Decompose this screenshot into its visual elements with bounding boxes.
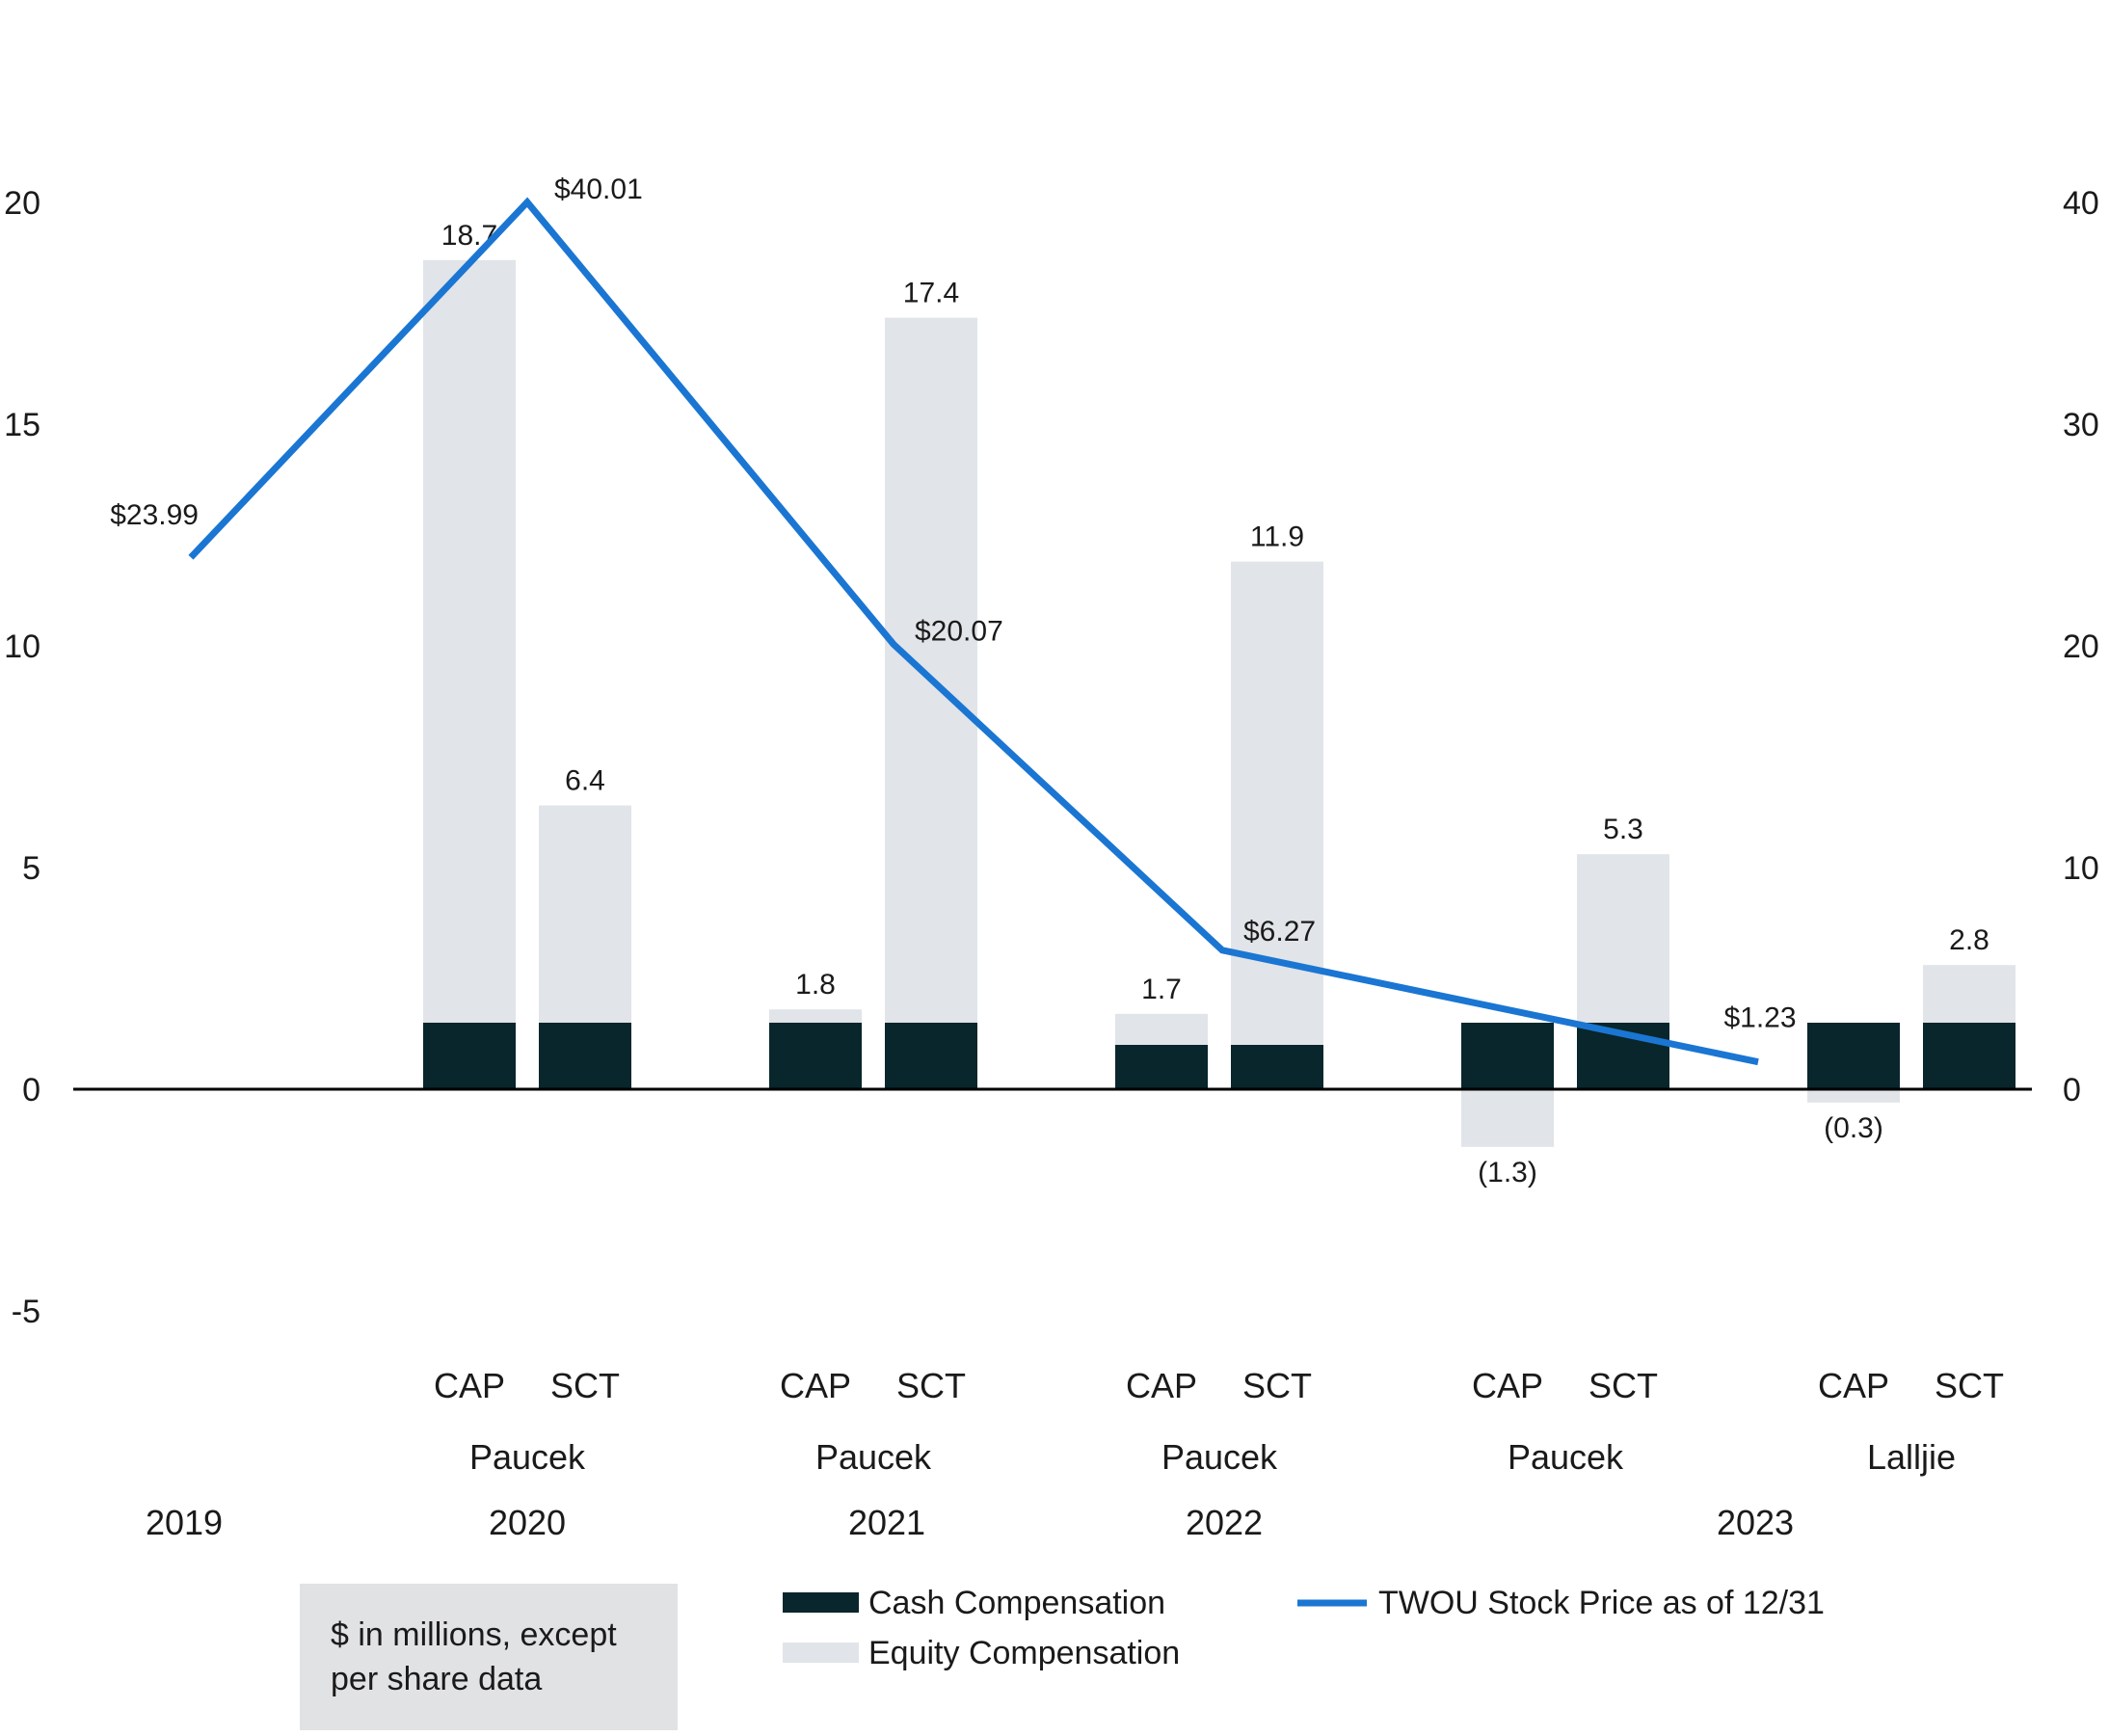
year-label: 2023 [1717,1503,1794,1542]
stock-price-label: $6.27 [1243,916,1316,948]
bar-value-label: (1.3) [1478,1157,1537,1188]
cash-bar-cap [769,1023,862,1089]
stock-price-label: $40.01 [554,174,643,205]
bar-type-label: CAP [1818,1366,1889,1405]
cash-bar-sct [1923,1023,2016,1089]
bar-type-label: SCT [1242,1366,1312,1405]
cash-bar-sct [885,1023,977,1089]
left-tick-label: 15 [4,407,40,443]
equity-bar-negative-cap [1807,1089,1900,1103]
cash-bar-cap [1115,1045,1208,1089]
stock-price-label: $23.99 [110,499,199,531]
legend-label-equity: Equity Compensation [868,1635,1180,1671]
stock-price-label: $20.07 [915,615,1003,647]
equity-bar-sct [885,317,977,1024]
equity-bar-cap [769,1009,862,1023]
legend-label-cash: Cash Compensation [868,1585,1165,1621]
units-note-text: $ in millions, except per share data [331,1616,617,1697]
legend-swatch-equity [783,1643,859,1663]
bar-value-label: 17.4 [903,278,959,309]
left-tick-label: -5 [12,1294,40,1330]
year-label: 2020 [489,1503,566,1542]
equity-bar-sct [539,805,631,1023]
equity-bar-negative-cap [1461,1089,1554,1147]
left-tick-label: 20 [4,185,40,222]
bar-type-label: SCT [1588,1366,1658,1405]
executive-label: Paucek [815,1437,932,1477]
equity-bar-sct [1577,854,1669,1023]
equity-bar-cap [423,259,516,1023]
bar-type-label: CAP [1126,1366,1197,1405]
equity-bar-cap [1115,1013,1208,1045]
bar-value-label: 1.7 [1141,974,1182,1005]
executive-label: Paucek [1161,1437,1278,1477]
bar-value-label: 11.9 [1250,521,1304,553]
bar-type-label: SCT [1935,1366,2004,1405]
right-tick-label: 30 [2063,407,2099,443]
bar-type-label: SCT [896,1366,966,1405]
executive-label: Paucek [469,1437,586,1477]
cash-bar-cap [423,1023,516,1089]
bar-type-label: SCT [550,1366,620,1405]
left-tick-label: 0 [22,1072,40,1108]
cash-bar-cap [1807,1023,1900,1089]
stock-price-line [188,197,1759,1066]
right-axis-ticks: 40 30 20 10 0 [2063,185,2099,1108]
right-tick-label: 20 [2063,628,2099,665]
legend: Cash Compensation Equity Compensation TWOU… [783,1585,1825,1671]
bar-value-label: 5.3 [1603,814,1643,845]
equity-bar-sct [1231,561,1323,1045]
category-labels: CAP SCT Paucek CAP SCT Paucek CAP SCT Paucek CAP S… [146,1366,2004,1542]
year-label: 2022 [1186,1503,1263,1542]
bar-value-label: 2.8 [1949,924,1989,956]
legend-label-stock-price: TWOU Stock Price as of 12/31 [1378,1585,1825,1621]
bar-type-label: CAP [780,1366,851,1405]
right-tick-label: 40 [2063,185,2099,222]
stock-price-label: $1.23 [1723,1002,1796,1034]
year-label: 2019 [146,1503,223,1542]
executive-label: Paucek [1508,1437,1624,1477]
bar-type-label: CAP [434,1366,505,1405]
bar-value-label: 1.8 [795,969,836,1001]
cash-bar-sct [1231,1045,1323,1089]
left-tick-label: 10 [4,628,40,665]
executive-label: Lalljie [1867,1437,1956,1477]
equity-bar-sct [1923,965,2016,1023]
cash-bar-cap [1461,1023,1554,1089]
left-tick-label: 5 [22,850,40,887]
bar-value-label: 6.4 [565,765,605,797]
year-label: 2021 [848,1503,925,1542]
cash-bar-sct [539,1023,631,1089]
right-tick-label: 0 [2063,1072,2081,1108]
bars: 18.76.41.817.41.711.9(1.3)5.3(0.3)2.8 [423,220,2016,1188]
legend-swatch-cash [783,1592,859,1613]
bar-type-label: CAP [1472,1366,1543,1405]
units-note: $ in millions, except per share data [300,1584,678,1730]
right-tick-label: 10 [2063,850,2099,887]
left-axis-ticks: 20 15 10 5 0 -5 [4,185,40,1330]
stock-price-line-group: $23.99 $40.01 $20.07 $6.27 $1.23 [110,174,1797,1066]
bar-value-label: (0.3) [1824,1112,1883,1144]
